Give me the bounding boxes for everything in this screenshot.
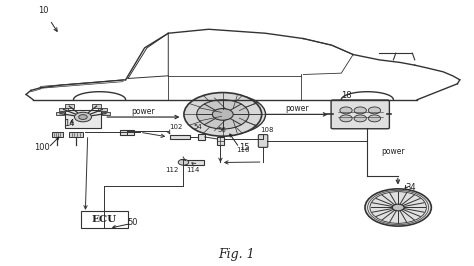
Circle shape	[354, 115, 366, 122]
Text: 14: 14	[64, 119, 74, 128]
Text: 15: 15	[239, 143, 250, 152]
Bar	[65, 104, 73, 108]
Text: 34: 34	[405, 183, 416, 192]
Bar	[101, 112, 110, 115]
Circle shape	[212, 109, 233, 120]
Text: power: power	[285, 104, 309, 113]
Text: 56: 56	[217, 127, 226, 133]
Text: 18: 18	[341, 92, 352, 101]
Text: 108: 108	[260, 127, 273, 133]
Circle shape	[392, 204, 404, 211]
Circle shape	[197, 100, 249, 129]
Text: 100: 100	[34, 143, 50, 152]
Bar	[56, 112, 64, 115]
Bar	[52, 132, 63, 137]
Bar	[59, 107, 68, 111]
Circle shape	[354, 107, 366, 114]
Circle shape	[74, 112, 91, 122]
Circle shape	[184, 93, 262, 136]
Text: 102: 102	[170, 124, 183, 130]
Circle shape	[368, 115, 381, 122]
Bar	[120, 130, 134, 135]
Bar	[81, 211, 128, 228]
Text: 116: 116	[236, 147, 249, 153]
Text: ECU: ECU	[91, 215, 117, 224]
Text: 10: 10	[38, 6, 48, 15]
Text: power: power	[382, 147, 405, 156]
Text: power: power	[132, 107, 155, 116]
FancyBboxPatch shape	[331, 100, 390, 129]
Circle shape	[197, 95, 265, 134]
Bar	[69, 132, 83, 137]
Bar	[217, 137, 224, 145]
Text: Fig. 1: Fig. 1	[219, 248, 255, 261]
Text: 112: 112	[165, 167, 179, 173]
Circle shape	[365, 189, 431, 226]
Bar	[92, 104, 101, 108]
Circle shape	[340, 115, 352, 122]
Circle shape	[79, 115, 87, 119]
Bar	[65, 110, 101, 128]
Circle shape	[368, 107, 381, 114]
Bar	[170, 135, 190, 139]
Text: 50: 50	[127, 218, 137, 227]
Circle shape	[178, 159, 189, 165]
Bar	[184, 160, 204, 165]
Bar	[198, 134, 205, 140]
Text: 114: 114	[187, 167, 200, 173]
Text: 54: 54	[194, 124, 202, 130]
FancyBboxPatch shape	[258, 135, 268, 147]
Bar	[98, 107, 107, 111]
Circle shape	[340, 107, 352, 114]
